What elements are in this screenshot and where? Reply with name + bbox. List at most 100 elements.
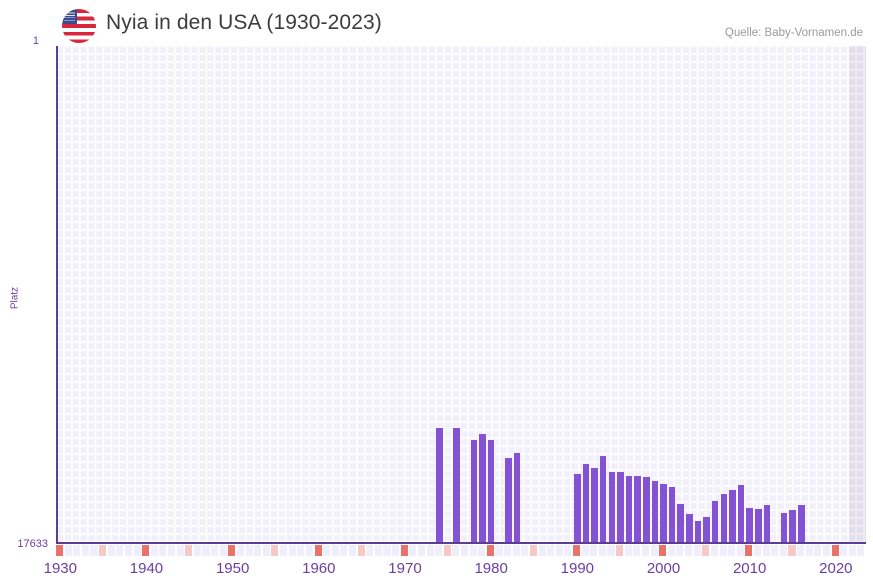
x-tick-minor <box>762 545 770 556</box>
x-tick-minor <box>116 545 124 556</box>
us-flag-icon <box>62 9 96 43</box>
bar[interactable] <box>470 439 478 543</box>
x-tick-minor <box>176 545 184 556</box>
bar[interactable] <box>505 457 512 543</box>
bar[interactable] <box>634 475 641 543</box>
x-tick-minor <box>348 545 357 556</box>
x-tick-minor <box>81 545 89 556</box>
x-tick-major <box>400 545 408 556</box>
bar[interactable] <box>479 433 486 543</box>
x-tick-minor <box>797 545 805 556</box>
x-tick-minor <box>219 545 227 556</box>
x-axis-tick-label: 1950 <box>215 560 250 577</box>
x-tick-minor <box>90 545 98 556</box>
x-tick-minor <box>771 545 779 556</box>
bar[interactable] <box>729 490 736 543</box>
y-axis-tick-bottom: 17633 <box>17 538 48 550</box>
bar[interactable] <box>651 480 659 543</box>
source-label: Quelle: Baby-Vornamen.de <box>724 27 863 39</box>
x-tick-major <box>142 545 150 556</box>
x-tick-minor <box>495 545 503 556</box>
x-tick-minor <box>435 545 443 556</box>
bar[interactable] <box>436 428 443 543</box>
bar[interactable] <box>686 513 693 543</box>
flag-canton <box>62 9 77 24</box>
x-tick-minor <box>848 545 856 556</box>
x-tick-minor <box>392 545 400 556</box>
x-tick-minor <box>340 545 348 556</box>
y-axis-title: Platz <box>9 286 21 310</box>
bar[interactable] <box>668 487 676 543</box>
x-tick-major <box>831 545 839 556</box>
bar[interactable] <box>789 509 797 543</box>
x-tick-minor <box>840 545 848 556</box>
x-tick-minor <box>124 545 132 556</box>
x-tick-minor <box>478 545 486 556</box>
x-axis-tick-label: 2020 <box>819 560 853 577</box>
x-tick-minor <box>590 545 598 556</box>
x-tick-minor <box>133 545 141 556</box>
x-tick-minor <box>685 545 693 556</box>
x-tick-minor <box>814 545 822 556</box>
x-tick-minor <box>262 545 270 556</box>
bar[interactable] <box>582 463 590 543</box>
x-tick-minor <box>598 545 606 556</box>
x-axis-tick-label: 1960 <box>302 560 336 577</box>
plot-area <box>56 46 866 543</box>
x-tick-minor <box>633 545 641 556</box>
x-tick-minor <box>564 545 572 556</box>
x-tick-minor <box>443 545 451 556</box>
bar[interactable] <box>798 504 805 543</box>
x-tick-major <box>573 545 581 556</box>
bar[interactable] <box>677 503 684 543</box>
x-tick-minor <box>297 545 305 556</box>
x-tick-minor <box>641 545 650 556</box>
x-tick-minor <box>538 545 546 556</box>
bar[interactable] <box>746 508 753 543</box>
x-tick-minor <box>736 545 744 556</box>
x-tick-minor <box>857 545 865 556</box>
x-tick-major <box>314 545 322 556</box>
x-tick-minor <box>616 545 624 556</box>
x-tick-minor <box>254 545 262 556</box>
x-tick-minor <box>719 545 727 556</box>
bar[interactable] <box>642 477 650 543</box>
bar[interactable] <box>453 428 460 543</box>
bar[interactable] <box>720 494 728 543</box>
x-axis-tick-label: 2000 <box>646 560 681 577</box>
x-axis-tick-label: 2010 <box>732 560 767 577</box>
bar[interactable] <box>780 513 788 543</box>
x-tick-minor <box>710 545 718 556</box>
bar[interactable] <box>599 456 607 543</box>
x-tick-minor <box>211 545 219 556</box>
x-tick-minor <box>805 545 813 556</box>
bar[interactable] <box>513 452 521 543</box>
x-axis-tick-label: 1930 <box>43 560 77 577</box>
bar[interactable] <box>703 516 710 543</box>
bar[interactable] <box>487 439 495 543</box>
x-tick-minor <box>521 545 529 556</box>
x-tick-minor <box>288 545 296 556</box>
x-axis-tick-label: 1980 <box>474 560 508 577</box>
x-tick-minor <box>693 545 701 556</box>
x-tick-minor <box>788 545 796 556</box>
x-axis-line <box>56 542 866 544</box>
bar[interactable] <box>617 472 624 543</box>
bar[interactable] <box>625 475 633 543</box>
bar[interactable] <box>694 520 702 543</box>
page-title: Nyia in den USA (1930-2023) <box>106 11 382 34</box>
bar[interactable] <box>574 473 581 543</box>
bar[interactable] <box>591 467 598 543</box>
x-tick-minor <box>702 545 710 556</box>
x-tick-minor <box>529 545 537 556</box>
bar[interactable] <box>711 501 719 543</box>
bar[interactable] <box>763 504 771 543</box>
bar[interactable] <box>608 472 616 543</box>
bar[interactable] <box>737 485 745 543</box>
x-axis-tick-label: 1940 <box>129 560 164 577</box>
x-tick-minor <box>728 545 736 556</box>
bar[interactable] <box>755 508 762 543</box>
bar[interactable] <box>660 484 667 543</box>
x-tick-minor <box>452 545 460 556</box>
